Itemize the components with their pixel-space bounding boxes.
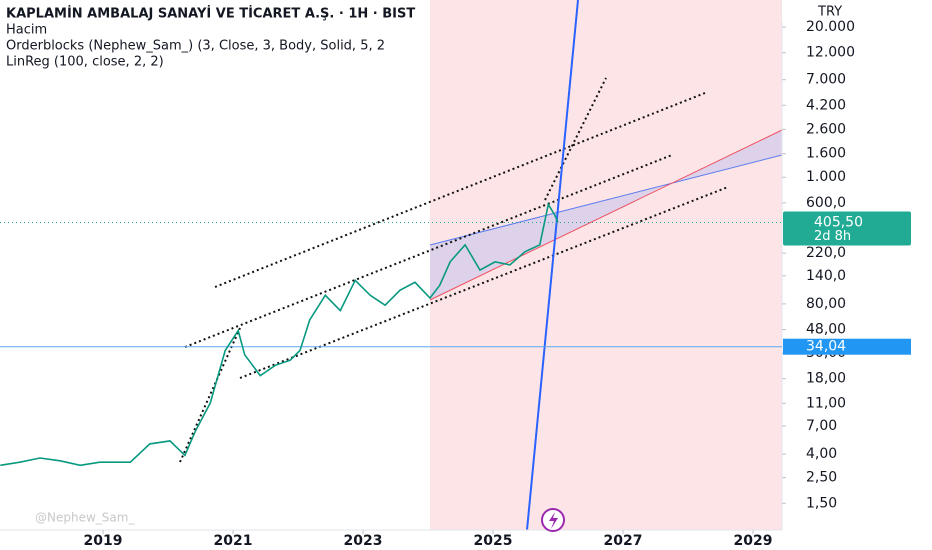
y-tick-label: 4,00 — [806, 446, 837, 462]
overlays — [0, 0, 783, 532]
countdown-label: 2d 8h — [814, 229, 851, 244]
trend-vertical — [526, 0, 579, 531]
y-tick-label: 7,00 — [806, 418, 837, 434]
price-line-series — [0, 202, 559, 467]
y-tick-label: 1.000 — [806, 169, 846, 185]
x-tick-label: 2029 — [734, 533, 773, 549]
price-line-tag — [783, 338, 911, 355]
y-tick-label: 4.200 — [806, 97, 846, 113]
x-tick-label: 2019 — [84, 533, 123, 549]
channel-lower — [239, 186, 729, 379]
last-price-label: 405,50 — [814, 215, 863, 231]
y-tick-label: 220,0 — [806, 245, 846, 261]
y-tick-label: 18,00 — [806, 371, 846, 387]
y-tick-label: 2.600 — [806, 121, 846, 137]
y-tick-label: 1,50 — [806, 495, 837, 511]
event-bolt — [549, 512, 558, 529]
indicator-label: Hacim — [6, 23, 47, 38]
linreg-mid — [429, 129, 783, 301]
x-tick-label: 2023 — [344, 533, 383, 549]
y-tick-label: 48,00 — [806, 321, 846, 337]
y-tick-label: 600,0 — [806, 195, 846, 211]
x-tick-label: 2021 — [214, 533, 253, 549]
price-line-label: 34,04 — [806, 339, 846, 355]
linreg-upper — [429, 154, 783, 246]
currency-bg — [782, 0, 932, 22]
y-tick-label: 11,00 — [806, 395, 846, 411]
channel-mid — [184, 154, 673, 348]
last-price-tag — [783, 211, 911, 246]
y-tick-label: 20.000 — [806, 19, 855, 35]
indicator-label: Orderblocks (Nephew_Sam_) (3, Close, 3, … — [6, 39, 385, 54]
y-tick-label: 12.000 — [806, 45, 855, 61]
y-tick-label: 140,0 — [806, 268, 846, 284]
y-tick-label: 1.600 — [806, 146, 846, 162]
x-tick-label: 2025 — [474, 533, 513, 549]
y-tick-label: 2,50 — [806, 470, 837, 486]
indicator-label: LinReg (100, close, 2, 2) — [6, 55, 164, 70]
y-tick-label: 7.000 — [806, 72, 846, 88]
watermark: @Nephew_Sam_ — [35, 511, 135, 525]
currency-label: TRY — [817, 5, 842, 20]
y-tick-label: 80,00 — [806, 296, 846, 312]
x-tick-label: 2027 — [604, 533, 643, 549]
chart-title: KAPLAMİN AMBALAJ SANAYİ VE TİCARET A.Ş. … — [6, 6, 415, 22]
